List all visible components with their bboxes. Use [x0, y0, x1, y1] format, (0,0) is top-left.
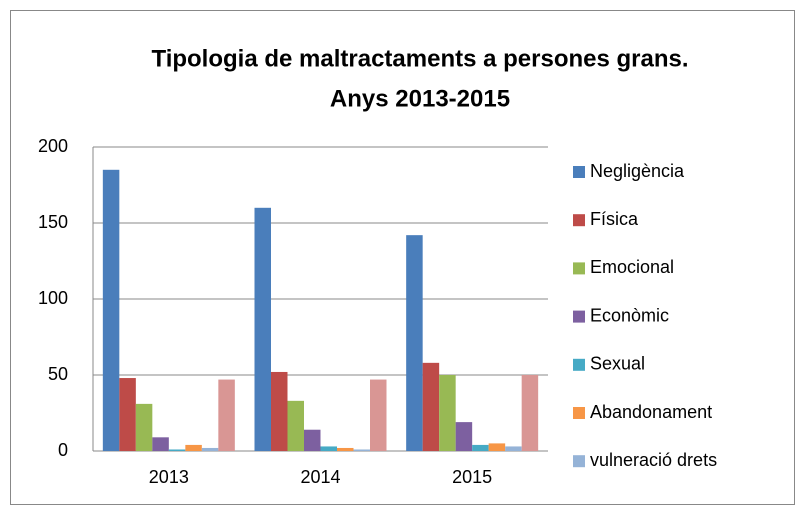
bar — [152, 437, 169, 451]
y-tick-label: 200 — [38, 136, 68, 156]
bar — [488, 443, 506, 451]
bar — [370, 379, 387, 451]
y-tick-label: 50 — [48, 364, 68, 384]
bar — [422, 362, 440, 451]
legend-swatch — [573, 455, 585, 468]
legend-label: Econòmic — [590, 305, 669, 325]
bar — [135, 403, 153, 451]
bar — [472, 444, 489, 451]
bar — [353, 449, 370, 451]
legend-swatch — [573, 262, 585, 275]
legend-label: vulneració drets — [590, 450, 717, 470]
legend-label: Abandonament — [590, 402, 712, 422]
bar — [119, 378, 136, 451]
bar — [201, 447, 219, 451]
y-tick-label: 0 — [58, 440, 68, 460]
legend-label: Sexual — [590, 354, 645, 374]
legend-swatch — [573, 166, 585, 178]
bar — [254, 207, 271, 451]
bar — [271, 371, 288, 451]
bar — [168, 449, 186, 451]
x-tick-label: 2014 — [300, 467, 340, 487]
y-tick-label: 100 — [38, 288, 68, 308]
x-tick-label: 2013 — [149, 467, 189, 487]
x-tick-label: 2015 — [452, 467, 492, 487]
bar — [320, 446, 337, 451]
legend-label: Emocional — [590, 257, 674, 277]
bar — [218, 379, 235, 451]
bar — [439, 375, 456, 451]
legend-swatch — [573, 310, 585, 323]
bar — [455, 422, 473, 451]
y-tick-label: 150 — [38, 212, 68, 232]
bar — [505, 446, 522, 451]
legend-swatch — [573, 407, 585, 419]
bar — [406, 235, 423, 451]
bar — [337, 447, 354, 451]
legend-swatch — [573, 214, 585, 227]
bar — [287, 400, 304, 451]
chart-title: Tipologia de maltractaments a persones g… — [151, 45, 688, 72]
bar — [521, 375, 539, 451]
bar — [185, 444, 202, 451]
bar — [102, 169, 120, 452]
bar — [304, 429, 321, 451]
legend-label: Física — [590, 209, 639, 229]
legend-label: Negligència — [590, 161, 685, 181]
chart-title: Anys 2013-2015 — [330, 85, 510, 112]
legend-swatch — [573, 358, 585, 371]
